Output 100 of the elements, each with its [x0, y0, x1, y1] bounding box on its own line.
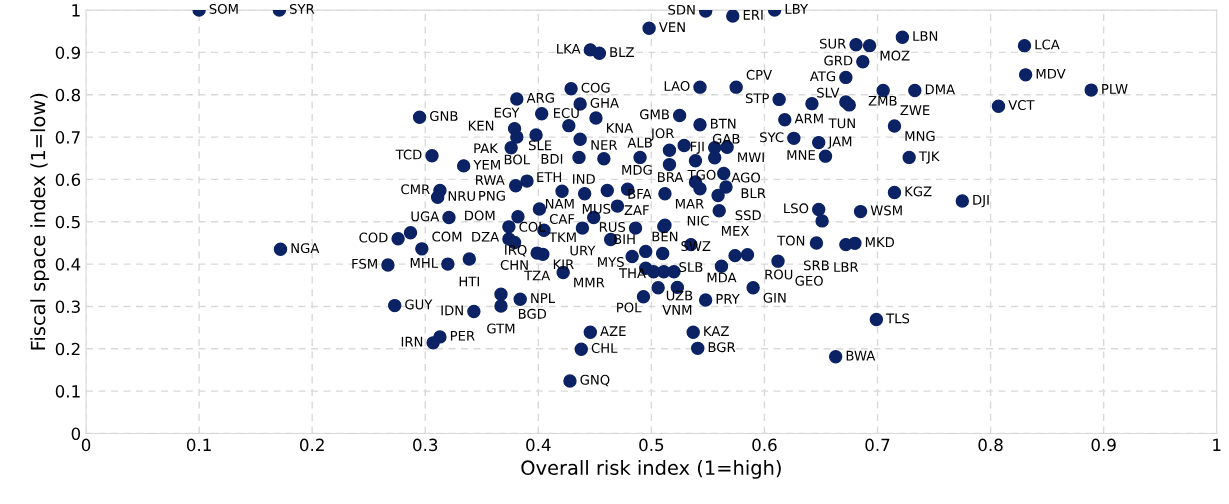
- annotation: KIR: [553, 259, 574, 270]
- annotation: KAZ: [704, 326, 729, 336]
- annotation: DMA: [925, 84, 955, 95]
- annotation: BLR: [741, 188, 766, 198]
- annotation: GAB: [712, 133, 740, 144]
- x-tick-label: 1: [1213, 438, 1221, 451]
- annotation: LAO: [664, 80, 690, 91]
- annotation: MDV: [1036, 68, 1066, 79]
- annotation: WSM: [870, 205, 902, 216]
- x-tick-label: 0.7: [865, 438, 890, 452]
- annotation: MUS: [582, 203, 611, 214]
- annotation: SLE: [528, 140, 552, 151]
- annotation: MWI: [738, 152, 764, 162]
- annotation: GNB: [430, 111, 458, 122]
- annotation: IND: [573, 174, 595, 184]
- y-tick-label: 0.6: [55, 173, 81, 186]
- annotation: TZA: [524, 270, 551, 281]
- annotation: IRQ: [505, 244, 527, 257]
- annotation: PLW: [1102, 84, 1128, 94]
- y-tick-label: 0.2: [55, 342, 80, 356]
- annotation: ERI: [743, 10, 763, 20]
- annotation: CHL: [591, 343, 618, 354]
- annotation: PNG: [479, 190, 505, 201]
- annotation: BDI: [541, 154, 563, 164]
- annotation: CHN: [500, 259, 528, 270]
- annotation: YEM: [473, 159, 500, 170]
- annotation: KNA: [606, 123, 634, 133]
- annotation: TUN: [828, 118, 855, 129]
- annotation: DZA: [472, 231, 500, 242]
- annotation: THA: [618, 268, 646, 278]
- y-tick-label: 0.8: [55, 88, 81, 102]
- annotation: ZWE: [900, 105, 930, 115]
- annotation: ZMB: [868, 95, 897, 106]
- annotation: GHA: [590, 97, 619, 108]
- annotation: BFA: [628, 189, 652, 199]
- annotation: IRN: [401, 336, 423, 347]
- annotation: DJI: [973, 195, 989, 208]
- x-tick-label: 0.9: [1091, 438, 1116, 452]
- annotation: KEN: [468, 120, 494, 131]
- annotation: ARM: [794, 113, 823, 124]
- annotation: BLZ: [610, 47, 634, 57]
- annotation: DOM: [465, 210, 495, 221]
- x-axis-title: Overall risk index (1=high): [521, 459, 781, 479]
- annotation: TKM: [548, 232, 576, 242]
- y-tick-label: 0.1: [55, 385, 80, 398]
- annotation: COM: [432, 231, 462, 242]
- annotation: MAR: [675, 198, 704, 209]
- x-tick-label: 0: [81, 438, 91, 452]
- annotation: SSD: [735, 210, 761, 221]
- annotation: UGA: [411, 211, 440, 222]
- annotation: ALB: [627, 137, 652, 148]
- y-tick-label: 1: [72, 4, 80, 17]
- annotation: AGO: [731, 172, 761, 183]
- annotation: TON: [777, 235, 805, 246]
- annotation: ATG: [809, 71, 836, 82]
- annotation: BRA: [658, 172, 684, 182]
- annotation: SDN: [668, 4, 695, 15]
- x-tick-label: 0.1: [186, 438, 211, 452]
- annotation: URY: [570, 245, 596, 256]
- annotation: GRD: [824, 55, 853, 66]
- annotation: BGR: [708, 342, 736, 353]
- annotation: CMR: [401, 184, 430, 195]
- annotation: TJK: [918, 151, 940, 164]
- annotation: NIC: [687, 215, 709, 226]
- annotation: UZB: [666, 290, 693, 301]
- annotation: SUR: [819, 38, 846, 49]
- annotation: MNG: [905, 131, 935, 142]
- annotation: MMR: [574, 277, 605, 288]
- annotation: TGO: [687, 169, 716, 180]
- annotation: LSO: [784, 203, 809, 214]
- annotation: TLS: [886, 313, 910, 324]
- annotation: JOR: [650, 128, 675, 141]
- annotation: LBN: [913, 31, 938, 41]
- annotation: ECU: [554, 107, 579, 118]
- annotation: SYC: [760, 132, 784, 143]
- annotation: PRY: [716, 294, 740, 304]
- annotation: CAF: [549, 214, 575, 224]
- y-tick-label: 0.3: [55, 300, 80, 313]
- annotation: NGA: [291, 243, 320, 254]
- annotation: BEN: [652, 231, 678, 242]
- y-tick-label: 0.4: [55, 258, 81, 271]
- annotation: VCT: [1008, 100, 1035, 111]
- annotation: JAM: [827, 136, 852, 149]
- x-tick-label: 0.4: [526, 438, 551, 452]
- annotation: LKA: [557, 43, 581, 54]
- annotation: TCD: [395, 149, 422, 160]
- annotation: MNE: [787, 150, 815, 160]
- x-tick-label: 0.3: [413, 438, 438, 452]
- annotation: BOL: [504, 154, 531, 165]
- x-tick-label: 0.8: [978, 438, 1003, 452]
- annotation: AZE: [600, 326, 626, 336]
- annotation: MYS: [598, 257, 624, 267]
- annotation: NRU: [448, 191, 475, 202]
- annotation: MKD: [865, 237, 895, 247]
- annotation: COG: [581, 82, 610, 93]
- annotation: SYR: [289, 3, 315, 14]
- annotation: ARG: [526, 92, 554, 103]
- annotation: SRB: [804, 260, 829, 271]
- x-tick-label: 0.6: [752, 438, 777, 452]
- annotation: EGY: [494, 107, 520, 118]
